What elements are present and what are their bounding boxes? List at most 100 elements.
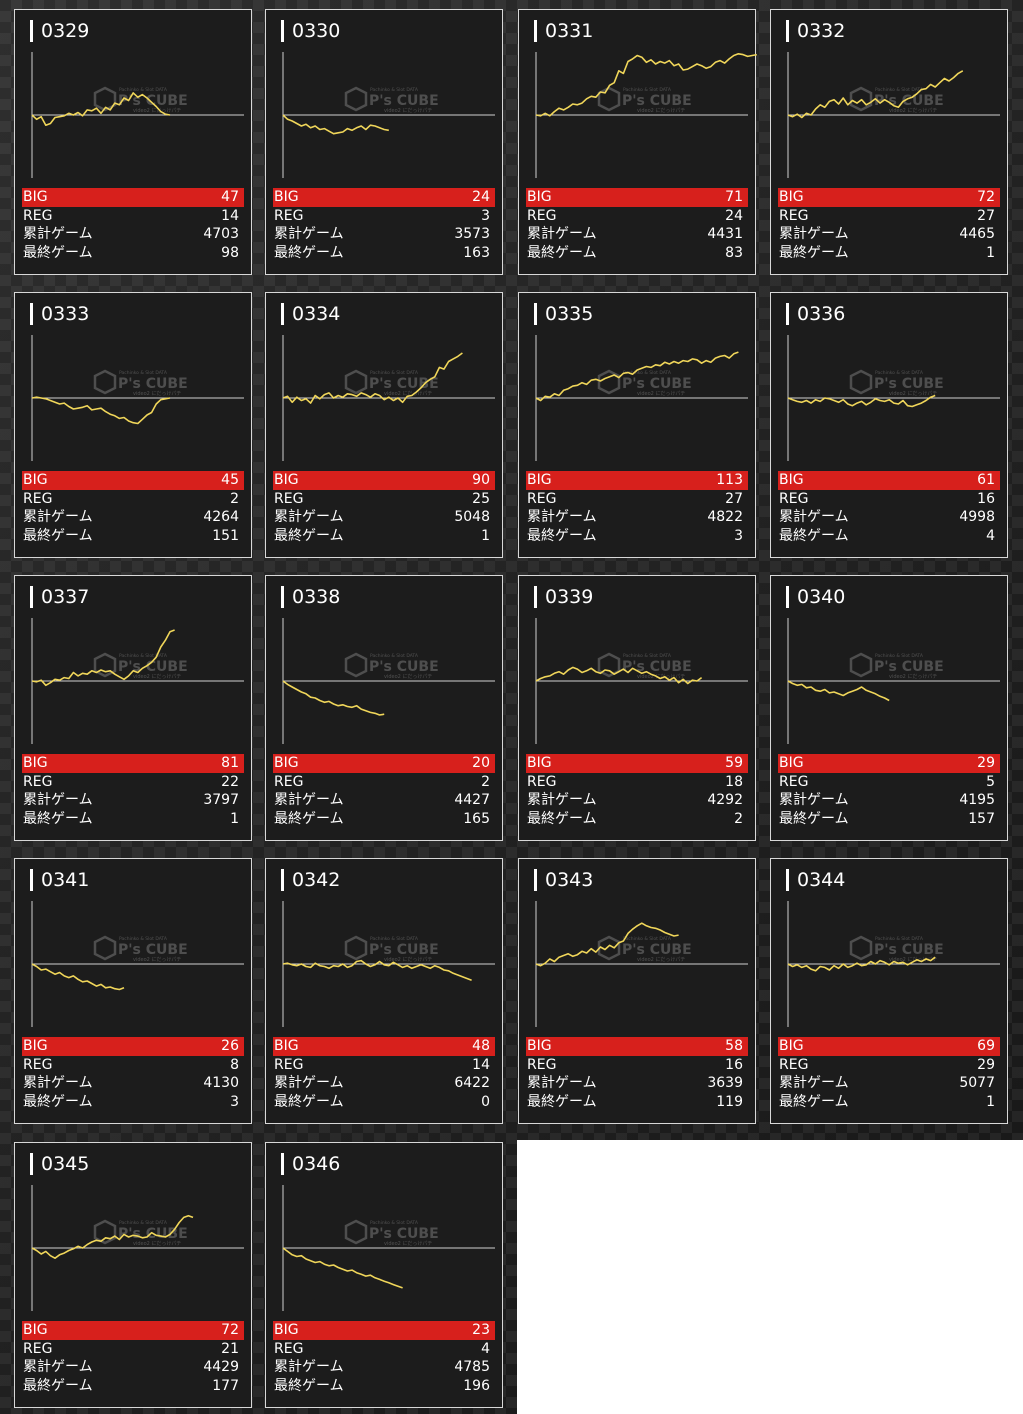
svg-text:P's CUBE: P's CUBE xyxy=(369,93,439,109)
stat-value: 45 xyxy=(221,472,239,488)
svg-text:video2 にだっけパチ: video2 にだっけパチ xyxy=(133,674,181,680)
big-row: BIG 72 xyxy=(22,1321,244,1340)
stat-value: 18 xyxy=(725,773,743,790)
big-row: BIG 58 xyxy=(526,1037,748,1056)
reg-row: REG 16 xyxy=(526,1056,748,1075)
svg-text:P's CUBE: P's CUBE xyxy=(874,659,944,675)
total-games-row: 累計ゲーム 4429 xyxy=(22,1358,244,1377)
last-game-row: 最終ゲーム 1 xyxy=(273,527,495,546)
stat-value: 22 xyxy=(221,773,239,790)
svg-text:P's CUBE: P's CUBE xyxy=(622,93,692,109)
stat-value: 48 xyxy=(472,1038,490,1054)
stat-label: 最終ゲーム xyxy=(274,244,344,261)
stat-value: 3573 xyxy=(454,226,490,242)
stat-label: REG xyxy=(779,490,809,507)
stat-label: 最終ゲーム xyxy=(779,810,849,827)
big-row: BIG 113 xyxy=(526,471,748,490)
stat-value: 90 xyxy=(472,472,490,488)
graph-line xyxy=(282,1247,403,1289)
stat-label: BIG xyxy=(779,1038,804,1054)
stat-value: 163 xyxy=(463,244,490,261)
machine-card[interactable]: 0337 Pachinko & Slot DATA P's CUBE video2 に… xyxy=(14,575,252,841)
total-games-row: 累計ゲーム 3797 xyxy=(22,791,244,810)
machine-card[interactable]: 0332 Pachinko & Slot DATA P's CUBE video2 に… xyxy=(770,9,1008,275)
machine-card[interactable]: 0343 Pachinko & Slot DATA P's CUBE video2 に… xyxy=(518,858,756,1124)
stat-label: BIG xyxy=(23,755,48,771)
total-games-row: 累計ゲーム 3639 xyxy=(526,1074,748,1093)
machine-card[interactable]: 0338 Pachinko & Slot DATA P's CUBE video2 に… xyxy=(265,575,503,841)
machine-card[interactable]: 0340 Pachinko & Slot DATA P's CUBE video2 に… xyxy=(770,575,1008,841)
stat-value: 2 xyxy=(481,773,490,790)
reg-row: REG 29 xyxy=(778,1056,1000,1075)
machine-card[interactable]: 0331 Pachinko & Slot DATA P's CUBE video2 に… xyxy=(518,9,757,275)
machine-number: 0332 xyxy=(786,20,845,42)
machine-card[interactable]: 0330 Pachinko & Slot DATA P's CUBE video2 に… xyxy=(265,9,503,275)
svg-text:P's CUBE: P's CUBE xyxy=(369,376,439,392)
stat-value: 16 xyxy=(725,1056,743,1073)
svg-text:Pachinko & Slot DATA: Pachinko & Slot DATA xyxy=(623,370,672,376)
stat-value: 3 xyxy=(481,207,490,224)
reg-row: REG 8 xyxy=(22,1056,244,1075)
machine-number: 0343 xyxy=(534,869,593,891)
stats-table: BIG 71 REG 24 累計ゲーム 4431 最終ゲーム 83 xyxy=(526,188,748,262)
reg-row: REG 4 xyxy=(273,1340,495,1359)
machine-card[interactable]: 0334 Pachinko & Slot DATA P's CUBE video2 に… xyxy=(265,292,503,558)
reg-row: REG 14 xyxy=(22,207,244,226)
stat-label: BIG xyxy=(527,472,552,488)
stat-label: 累計ゲーム xyxy=(779,226,849,242)
graph-line xyxy=(282,114,389,135)
stat-value: 23 xyxy=(472,1322,490,1338)
last-game-row: 最終ゲーム 83 xyxy=(526,244,748,263)
svg-text:P's CUBE: P's CUBE xyxy=(118,942,188,958)
stat-label: REG xyxy=(274,490,304,507)
reg-row: REG 2 xyxy=(22,490,244,509)
machine-card[interactable]: 0346 Pachinko & Slot DATA P's CUBE video2 に… xyxy=(265,1142,503,1408)
big-row: BIG 61 xyxy=(778,471,1000,490)
stat-label: REG xyxy=(23,1340,53,1357)
stat-label: 最終ゲーム xyxy=(23,527,93,544)
stat-value: 4292 xyxy=(707,792,743,808)
machine-card[interactable]: 0335 Pachinko & Slot DATA P's CUBE video2 に… xyxy=(518,292,756,558)
reg-row: REG 5 xyxy=(778,773,1000,792)
last-game-row: 最終ゲーム 196 xyxy=(273,1377,495,1396)
stat-value: 61 xyxy=(977,472,995,488)
stat-value: 119 xyxy=(716,1093,743,1110)
stat-label: 最終ゲーム xyxy=(274,1377,344,1394)
stats-table: BIG 23 REG 4 累計ゲーム 4785 最終ゲーム 196 xyxy=(273,1321,495,1395)
machine-card[interactable]: 0344 Pachinko & Slot DATA P's CUBE video2 に… xyxy=(770,858,1008,1124)
stat-value: 72 xyxy=(977,189,995,205)
machine-card[interactable]: 0339 Pachinko & Slot DATA P's CUBE video2 に… xyxy=(518,575,756,841)
graph-line xyxy=(31,92,171,126)
machine-card[interactable]: 0341 Pachinko & Slot DATA P's CUBE video2 に… xyxy=(14,858,252,1124)
svg-text:video2 にだっけパチ: video2 にだっけパチ xyxy=(384,957,432,963)
machine-card[interactable]: 0336 Pachinko & Slot DATA P's CUBE video2 に… xyxy=(770,292,1008,558)
stat-label: BIG xyxy=(23,472,48,488)
stats-table: BIG 58 REG 16 累計ゲーム 3639 最終ゲーム 119 xyxy=(526,1037,748,1111)
svg-text:P's CUBE: P's CUBE xyxy=(622,659,692,675)
total-games-row: 累計ゲーム 4998 xyxy=(778,508,1000,527)
big-row: BIG 29 xyxy=(778,754,1000,773)
svg-text:Pachinko & Slot DATA: Pachinko & Slot DATA xyxy=(119,653,168,659)
stat-value: 26 xyxy=(221,1038,239,1054)
stat-label: REG xyxy=(274,1340,304,1357)
stat-value: 29 xyxy=(977,755,995,771)
stat-value: 58 xyxy=(725,1038,743,1054)
machine-card[interactable]: 0329 Pachinko & Slot DATA P's CUBE video2 に… xyxy=(14,9,252,275)
machine-card[interactable]: 0333 Pachinko & Slot DATA P's CUBE video2 に… xyxy=(14,292,252,558)
stats-table: BIG 69 REG 29 累計ゲーム 5077 最終ゲーム 1 xyxy=(778,1037,1000,1111)
machine-card[interactable]: 0345 Pachinko & Slot DATA P's CUBE video2 に… xyxy=(14,1142,252,1408)
stat-label: 最終ゲーム xyxy=(779,244,849,261)
machine-card[interactable]: 0342 Pachinko & Slot DATA P's CUBE video2 に… xyxy=(265,858,503,1124)
